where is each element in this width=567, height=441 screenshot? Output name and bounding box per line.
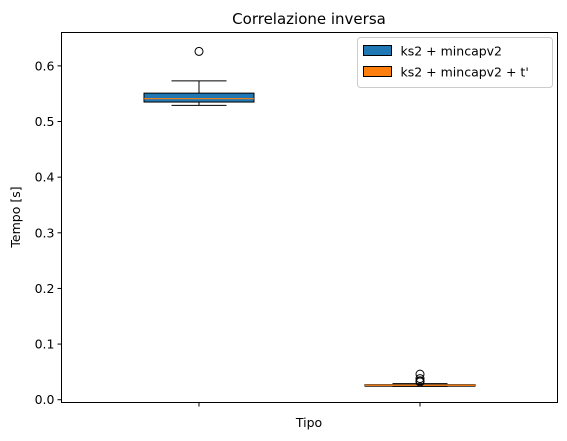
y-tick-label: 0.6 — [35, 58, 55, 73]
x-axis — [198, 402, 421, 407]
legend-label: ks2 + mincapv2 + t' — [401, 65, 529, 80]
box-series — [364, 369, 476, 387]
outlier-point — [415, 374, 425, 384]
y-axis-label: Tempo [s] — [8, 186, 23, 248]
plot-frame — [61, 32, 558, 403]
y-axis: 0.0 0.1 0.2 0.3 0.4 0.5 0.6 — [35, 58, 62, 407]
chart-title: Correlazione inversa — [232, 10, 386, 28]
y-tick-label: 0.5 — [35, 114, 55, 129]
legend-swatch — [363, 45, 392, 56]
box-series — [143, 46, 255, 106]
legend-swatch — [363, 66, 392, 77]
y-tick-label: 0.2 — [35, 281, 55, 296]
outlier-point — [194, 46, 204, 56]
legend: ks2 + mincapv2 ks2 + mincapv2 + t' — [357, 37, 553, 88]
y-tick-label: 0.3 — [35, 225, 55, 240]
x-axis-label: Tipo — [295, 415, 322, 430]
y-tick-label: 0.1 — [35, 337, 55, 352]
box-iqr — [143, 92, 255, 103]
legend-label: ks2 + mincapv2 — [401, 44, 503, 59]
plot-area — [143, 46, 476, 387]
y-tick-label: 0.4 — [35, 170, 55, 185]
y-tick-label: 0.0 — [35, 392, 55, 407]
outlier-point — [415, 369, 425, 379]
legend-frame — [357, 37, 553, 88]
outlier-point — [415, 376, 425, 386]
